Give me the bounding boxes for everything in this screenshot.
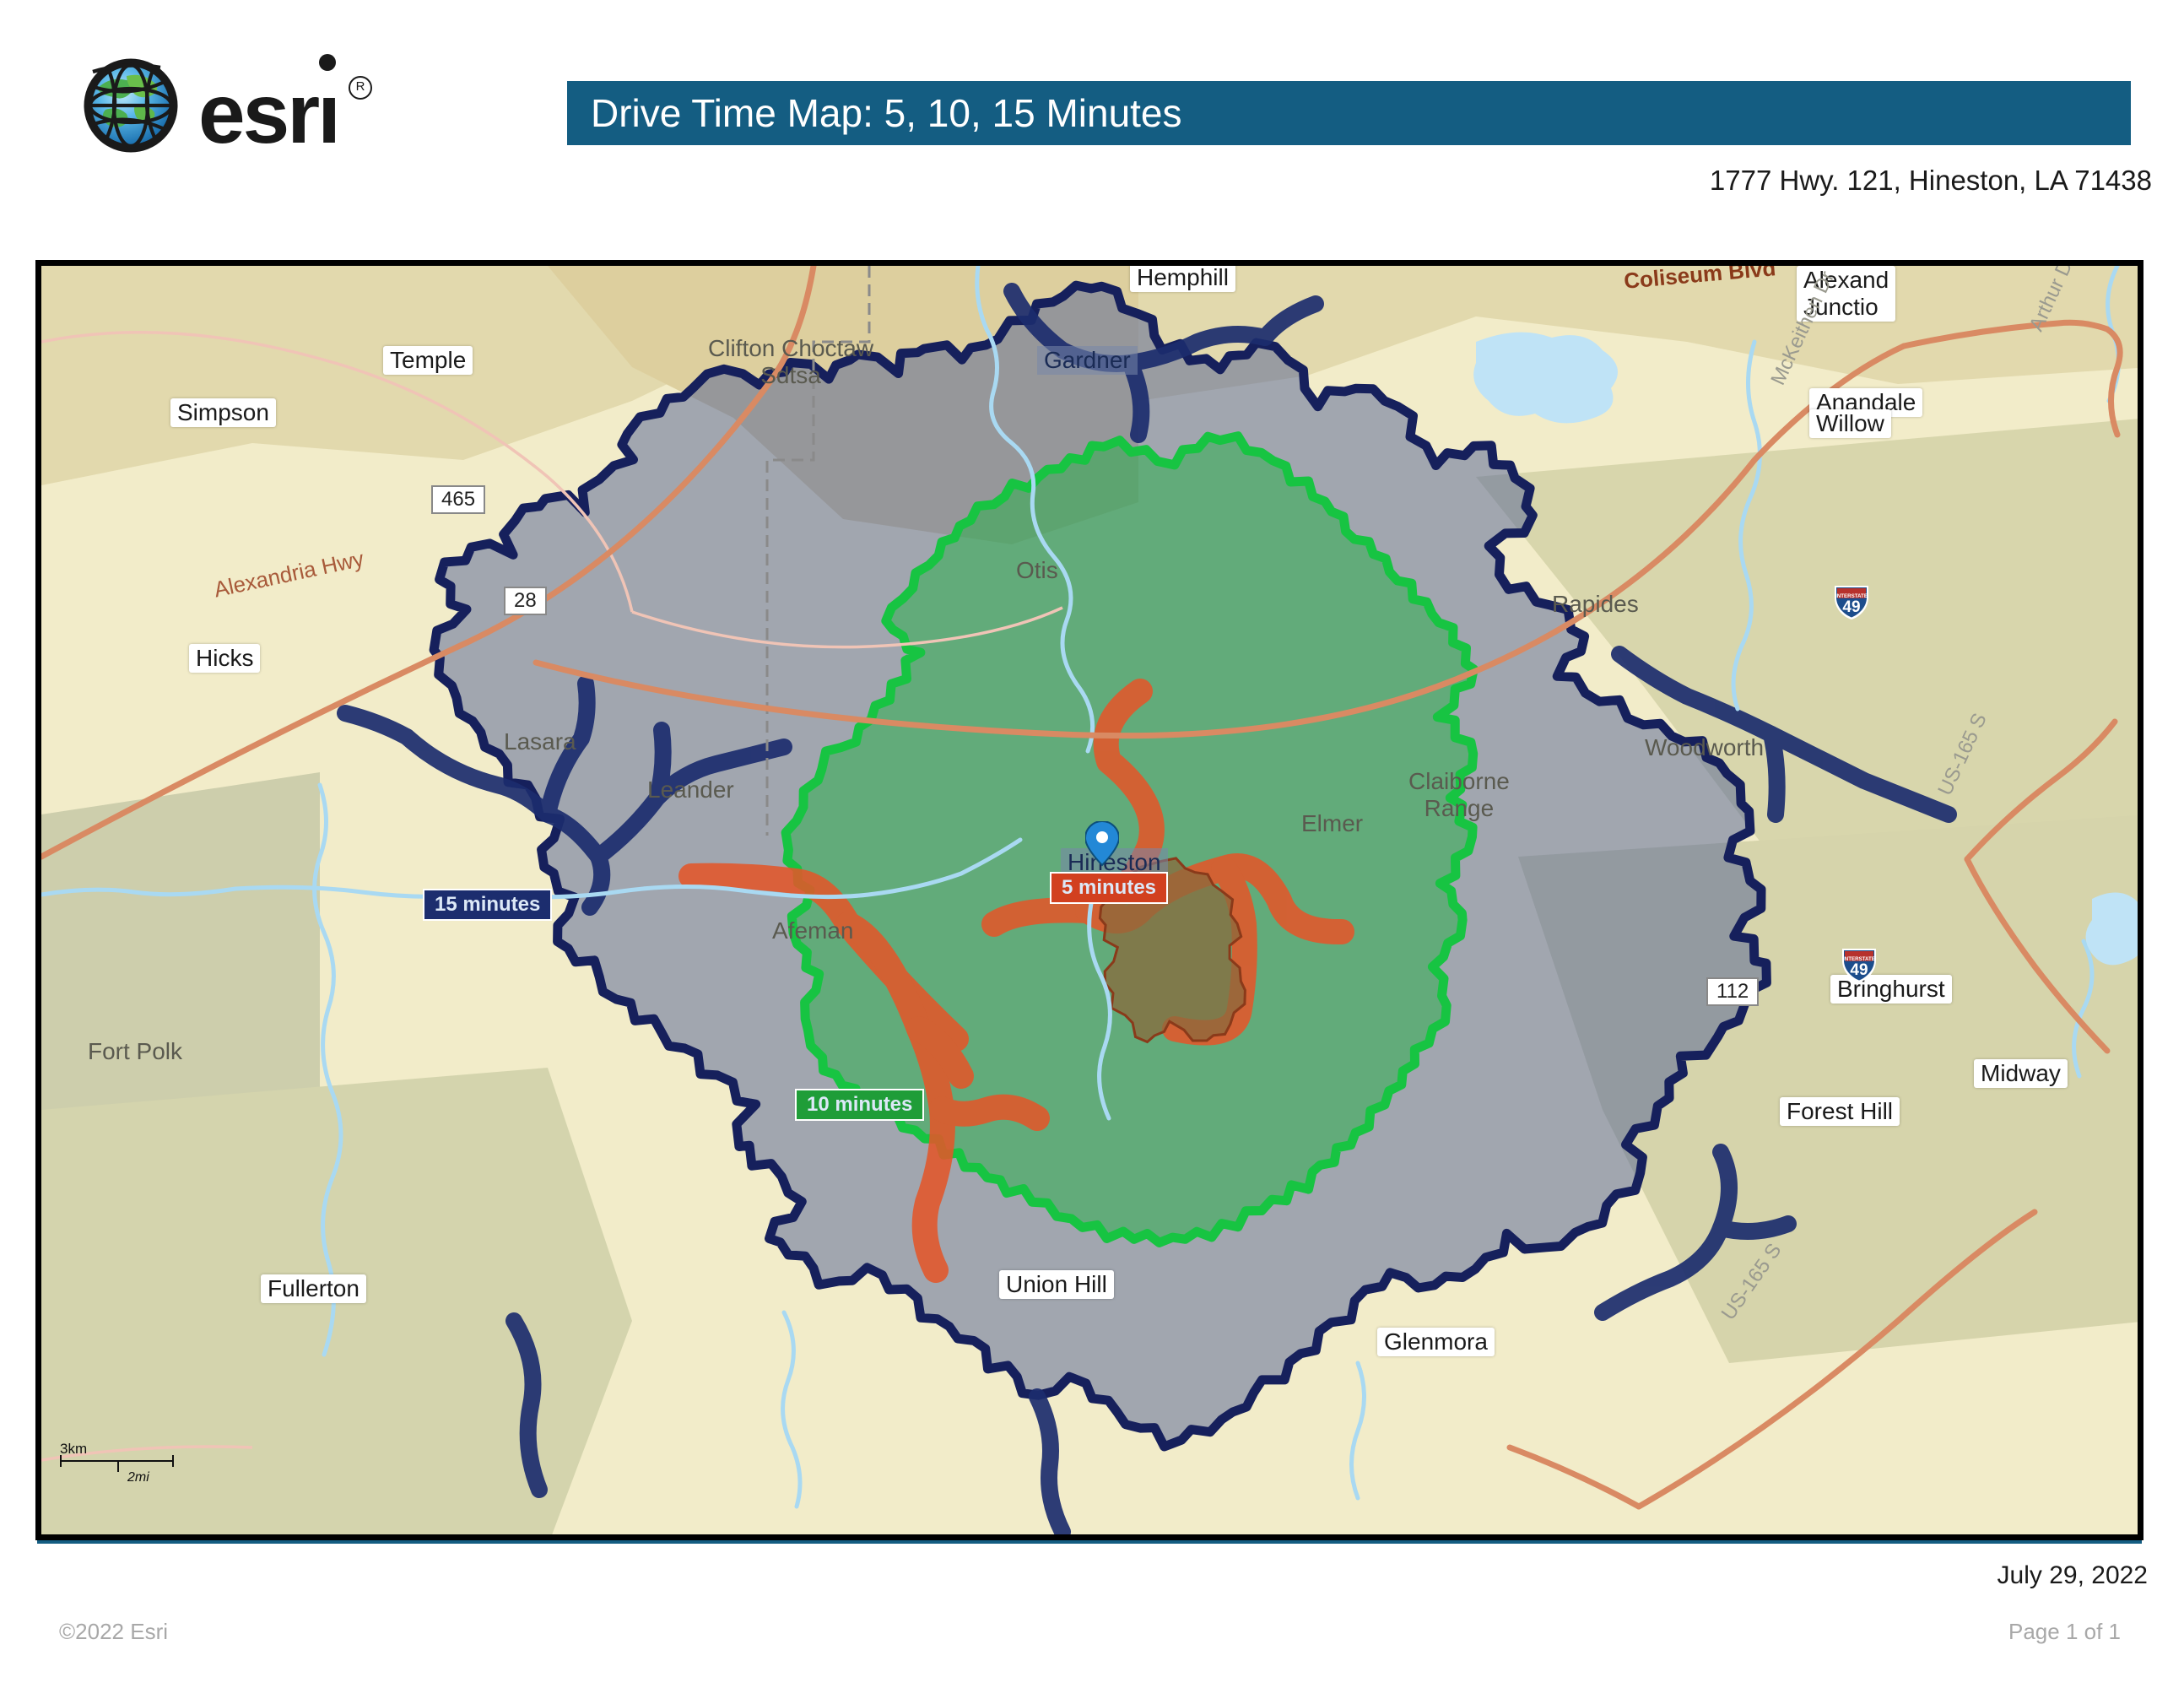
svg-text:49: 49	[1842, 598, 1860, 616]
svg-text:49: 49	[1850, 961, 1868, 979]
